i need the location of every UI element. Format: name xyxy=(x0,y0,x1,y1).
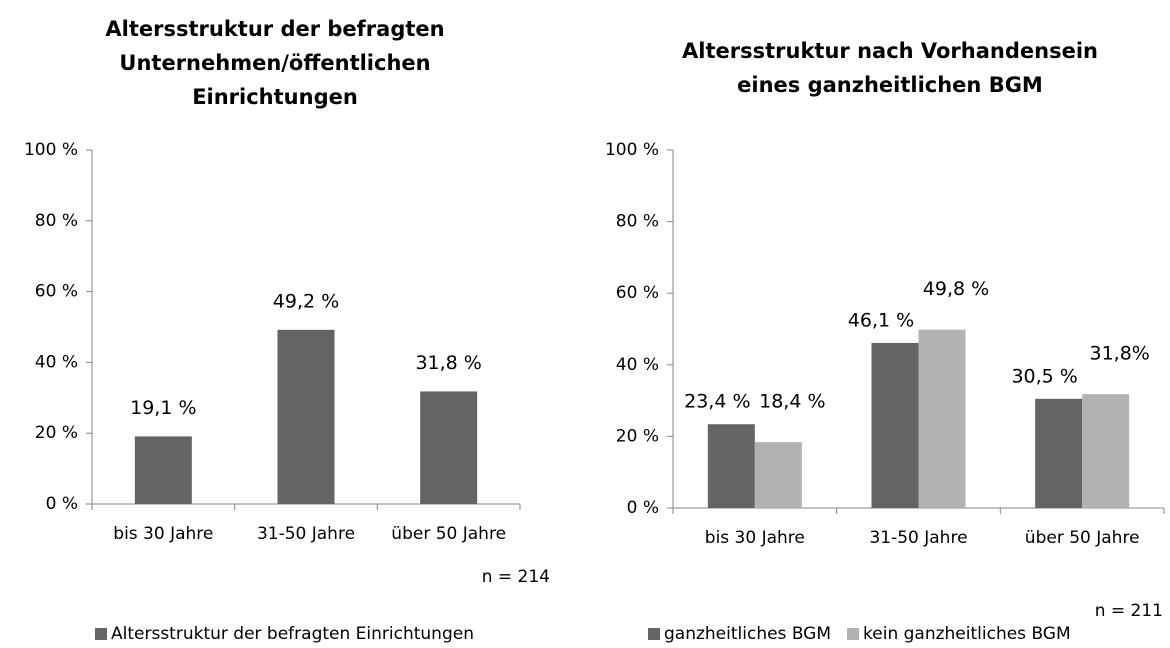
y-tick-label: 100 % xyxy=(605,140,659,160)
y-tick-label: 0 % xyxy=(627,498,659,518)
bar xyxy=(871,342,919,508)
legend-swatch xyxy=(847,628,860,640)
note: n = 214 xyxy=(482,567,550,587)
bar xyxy=(277,329,335,504)
value-label: 49,8 % xyxy=(923,278,989,300)
bar xyxy=(1082,394,1130,508)
x-tick-label: bis 30 Jahre xyxy=(113,524,213,544)
x-tick-label: 31-50 Jahre xyxy=(869,528,967,548)
value-label: 31,8 % xyxy=(415,352,481,374)
bar xyxy=(754,442,802,508)
chart-title: Unternehmen/öffentlichen xyxy=(119,51,430,75)
y-tick-label: 100 % xyxy=(24,140,78,160)
y-tick-label: 40 % xyxy=(35,352,78,372)
value-label: 49,2 % xyxy=(273,290,339,312)
chart-title: Einrichtungen xyxy=(192,85,358,109)
note: n = 211 xyxy=(1095,601,1163,621)
y-tick-label: 20 % xyxy=(616,426,659,446)
y-tick-label: 0 % xyxy=(46,494,78,514)
legend-label: Altersstruktur der befragten Einrichtung… xyxy=(111,624,474,644)
y-tick-label: 60 % xyxy=(616,283,659,303)
chart-title: Altersstruktur der befragten xyxy=(105,17,444,41)
legend-swatch xyxy=(648,628,660,640)
x-tick-label: über 50 Jahre xyxy=(1025,528,1140,548)
y-tick-label: 20 % xyxy=(35,423,78,443)
value-label: 23,4 % xyxy=(684,391,750,413)
legend-label: ganzheitliches BGM xyxy=(664,624,831,644)
bar xyxy=(420,391,478,504)
bar xyxy=(918,329,966,508)
x-tick-label: über 50 Jahre xyxy=(391,524,506,544)
bar xyxy=(707,424,755,508)
y-tick-label: 80 % xyxy=(616,212,659,232)
legend-swatch xyxy=(95,628,107,640)
y-tick-label: 40 % xyxy=(616,355,659,375)
value-label: 46,1 % xyxy=(848,309,914,331)
chart-title: eines ganzheitlichen BGM xyxy=(737,73,1043,97)
value-label: 19,1 % xyxy=(130,397,196,419)
legend-label: kein ganzheitliches BGM xyxy=(863,624,1071,644)
value-label: 30,5 % xyxy=(1011,365,1077,387)
y-tick-label: 80 % xyxy=(35,211,78,231)
chart-title: Altersstruktur nach Vorhandensein xyxy=(682,39,1098,63)
bar xyxy=(134,436,192,504)
bar xyxy=(1035,398,1083,508)
value-label: 31,8% xyxy=(1089,343,1149,365)
x-tick-label: bis 30 Jahre xyxy=(705,528,805,548)
value-label: 18,4 % xyxy=(759,391,825,413)
x-tick-label: 31-50 Jahre xyxy=(257,524,355,544)
y-tick-label: 60 % xyxy=(35,282,78,302)
